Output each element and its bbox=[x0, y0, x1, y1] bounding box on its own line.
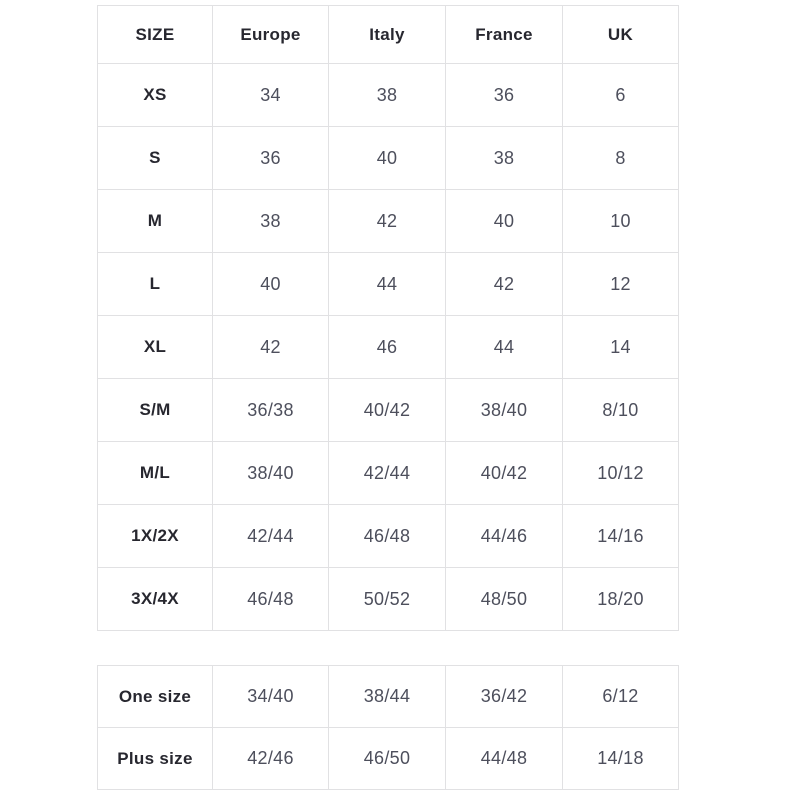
size-value: 40/42 bbox=[328, 378, 446, 442]
size-value: 46/48 bbox=[328, 504, 446, 568]
size-label: 1X/2X bbox=[97, 504, 213, 568]
size-value: 44 bbox=[328, 252, 446, 316]
size-value: 10/12 bbox=[562, 441, 679, 505]
table-header-row: SIZE Europe Italy France UK bbox=[97, 5, 679, 64]
size-label: XL bbox=[97, 315, 213, 379]
size-value: 8/10 bbox=[562, 378, 679, 442]
size-value: 38/40 bbox=[445, 378, 563, 442]
size-label: XS bbox=[97, 63, 213, 127]
column-header-size: SIZE bbox=[97, 5, 213, 64]
table-row: 1X/2X 42/44 46/48 44/46 14/16 bbox=[97, 504, 679, 568]
table-row: M 38 42 40 10 bbox=[97, 189, 679, 253]
size-value: 38/40 bbox=[212, 441, 329, 505]
size-label: S bbox=[97, 126, 213, 190]
size-value: 42 bbox=[445, 252, 563, 316]
size-label: S/M bbox=[97, 378, 213, 442]
table-row: XS 34 38 36 6 bbox=[97, 63, 679, 127]
size-value: 42/44 bbox=[328, 441, 446, 505]
table-row: S 36 40 38 8 bbox=[97, 126, 679, 190]
size-value: 36 bbox=[212, 126, 329, 190]
size-value: 42 bbox=[328, 189, 446, 253]
size-value: 38 bbox=[445, 126, 563, 190]
size-value: 42/46 bbox=[212, 727, 329, 790]
size-value: 46/48 bbox=[212, 567, 329, 631]
size-value: 36/38 bbox=[212, 378, 329, 442]
size-value: 8 bbox=[562, 126, 679, 190]
size-label: Plus size bbox=[97, 727, 213, 790]
table-row: Plus size 42/46 46/50 44/48 14/18 bbox=[97, 727, 679, 790]
column-header-france: France bbox=[445, 5, 563, 64]
secondary-table-container: One size 34/40 38/44 36/42 6/12 Plus size 42/4… bbox=[97, 665, 679, 790]
size-value: 14/18 bbox=[562, 727, 679, 790]
column-header-uk: UK bbox=[562, 5, 679, 64]
size-value: 38 bbox=[212, 189, 329, 253]
size-value: 36 bbox=[445, 63, 563, 127]
size-value: 40 bbox=[212, 252, 329, 316]
table-row: S/M 36/38 40/42 38/40 8/10 bbox=[97, 378, 679, 442]
table-row: XL 42 46 44 14 bbox=[97, 315, 679, 379]
size-value: 34/40 bbox=[212, 665, 329, 728]
size-value: 50/52 bbox=[328, 567, 446, 631]
table-row: 3X/4X 46/48 50/52 48/50 18/20 bbox=[97, 567, 679, 631]
size-value: 38 bbox=[328, 63, 446, 127]
size-label: M bbox=[97, 189, 213, 253]
column-header-italy: Italy bbox=[328, 5, 446, 64]
size-value: 14/16 bbox=[562, 504, 679, 568]
size-value: 46 bbox=[328, 315, 446, 379]
size-value: 38/44 bbox=[328, 665, 446, 728]
size-value: 48/50 bbox=[445, 567, 563, 631]
size-label: M/L bbox=[97, 441, 213, 505]
column-header-europe: Europe bbox=[212, 5, 329, 64]
size-value: 14 bbox=[562, 315, 679, 379]
size-value: 34 bbox=[212, 63, 329, 127]
size-value: 12 bbox=[562, 252, 679, 316]
special-sizes-table: One size 34/40 38/44 36/42 6/12 Plus size 42/4… bbox=[97, 665, 679, 790]
size-value: 36/42 bbox=[445, 665, 563, 728]
table-row: L 40 44 42 12 bbox=[97, 252, 679, 316]
size-value: 44/48 bbox=[445, 727, 563, 790]
size-label: L bbox=[97, 252, 213, 316]
size-value: 42/44 bbox=[212, 504, 329, 568]
size-value: 44/46 bbox=[445, 504, 563, 568]
size-label: 3X/4X bbox=[97, 567, 213, 631]
table-row: One size 34/40 38/44 36/42 6/12 bbox=[97, 665, 679, 728]
size-value: 40/42 bbox=[445, 441, 563, 505]
size-value: 44 bbox=[445, 315, 563, 379]
tables-wrap: SIZE Europe Italy France UK XS 34 38 36 6 S 36… bbox=[97, 5, 679, 790]
size-value: 40 bbox=[445, 189, 563, 253]
size-value: 6/12 bbox=[562, 665, 679, 728]
size-conversion-table: SIZE Europe Italy France UK XS 34 38 36 6 S 36… bbox=[97, 5, 679, 631]
size-value: 40 bbox=[328, 126, 446, 190]
size-value: 18/20 bbox=[562, 567, 679, 631]
table-row: M/L 38/40 42/44 40/42 10/12 bbox=[97, 441, 679, 505]
size-value: 6 bbox=[562, 63, 679, 127]
size-label: One size bbox=[97, 665, 213, 728]
size-value: 10 bbox=[562, 189, 679, 253]
size-value: 42 bbox=[212, 315, 329, 379]
size-value: 46/50 bbox=[328, 727, 446, 790]
